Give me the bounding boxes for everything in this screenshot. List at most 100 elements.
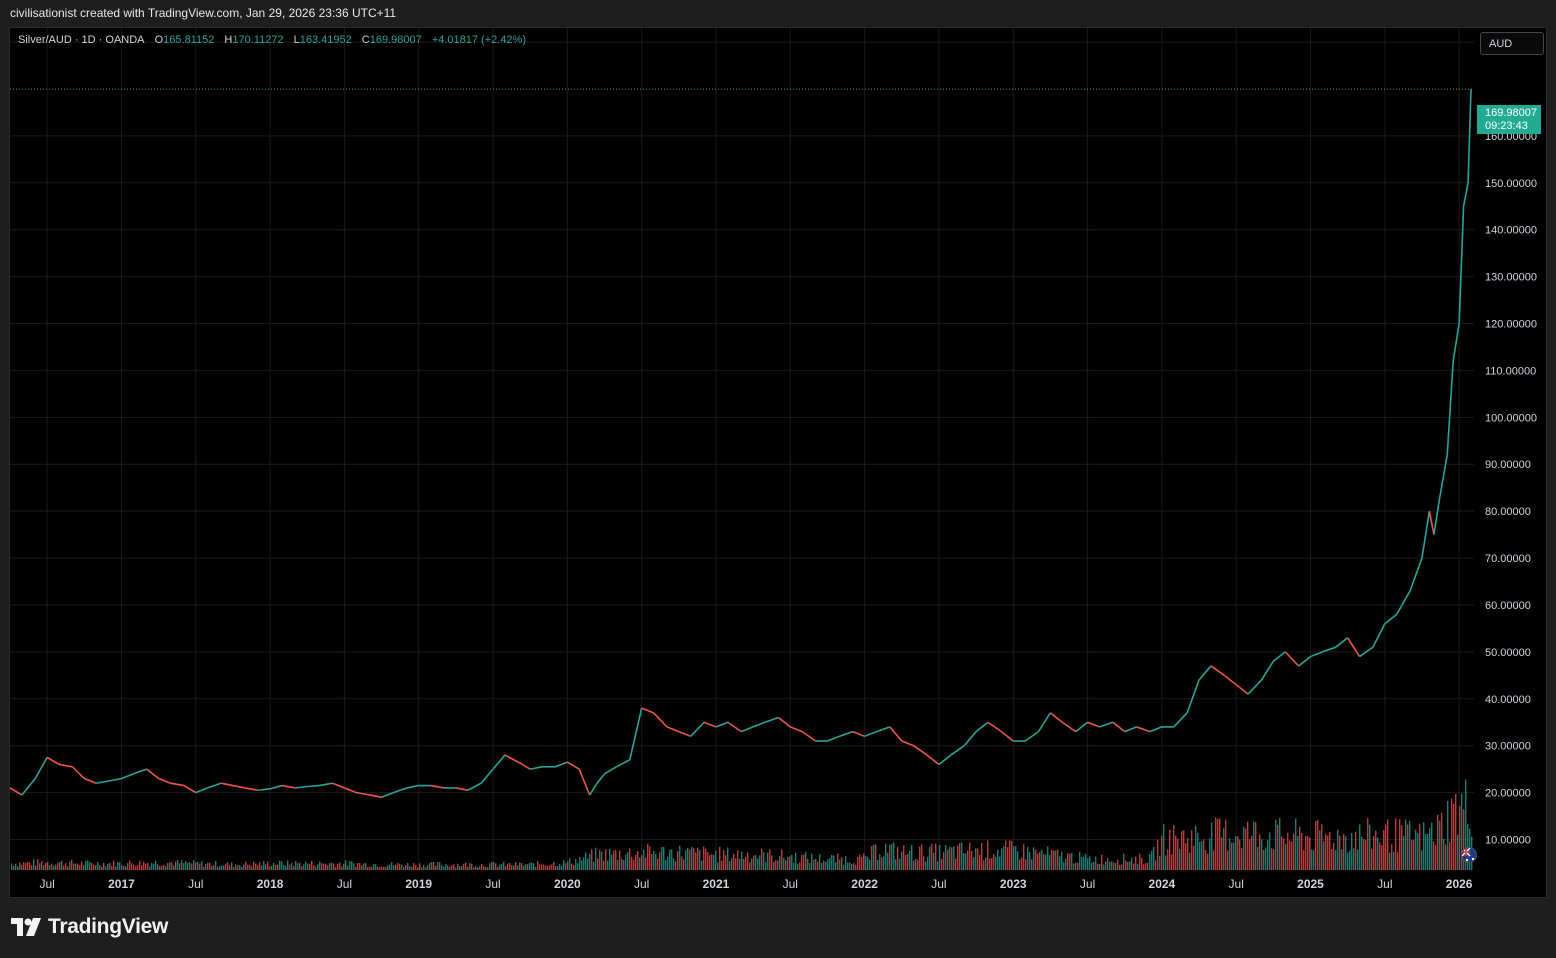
volume-bar: [631, 856, 633, 870]
volume-bar: [511, 865, 513, 870]
volume-bar: [187, 862, 189, 870]
volume-bar: [865, 856, 867, 870]
volume-bar: [1459, 805, 1461, 870]
volume-bar: [1191, 830, 1193, 870]
volume-bar: [247, 864, 249, 870]
volume-bar: [1275, 819, 1277, 870]
volume-bar: [591, 849, 593, 870]
volume-bar: [467, 866, 469, 870]
volume-bar: [427, 864, 429, 870]
volume-bar: [365, 862, 367, 870]
volume-bar: [57, 862, 59, 870]
volume-bar: [497, 866, 499, 870]
volume-bar: [1123, 853, 1125, 870]
volume-bar: [633, 859, 635, 870]
volume-bar: [255, 863, 257, 870]
volume-bar: [695, 852, 697, 870]
volume-bar: [1463, 809, 1465, 870]
volume-bar: [601, 851, 603, 870]
volume-bar: [225, 863, 227, 870]
volume-bar: [1313, 850, 1315, 870]
volume-bar: [1097, 863, 1099, 870]
volume-bar: [553, 861, 555, 870]
volume-bar: [1213, 850, 1215, 870]
volume-bar: [1145, 863, 1147, 870]
price-segment: [1428, 511, 1435, 535]
currency-button[interactable]: AUD: [1480, 32, 1544, 55]
volume-bar: [431, 861, 433, 870]
volume-bar: [155, 860, 157, 870]
volume-bar: [925, 861, 927, 870]
volume-bar: [605, 849, 607, 870]
volume-bar: [435, 865, 437, 870]
volume-bar: [895, 859, 897, 870]
volume-bar: [739, 858, 741, 870]
volume-bar: [639, 857, 641, 870]
volume-bar: [1411, 840, 1413, 870]
price-segment: [889, 726, 903, 742]
volume-bar: [297, 863, 299, 870]
volume-bar: [129, 860, 131, 870]
volume-bar: [1001, 848, 1003, 870]
volume-bar: [1007, 847, 1009, 870]
volume-bar: [1193, 845, 1195, 870]
volume-bar: [1241, 848, 1243, 870]
volume-bar: [401, 864, 403, 870]
volume-bar: [1401, 825, 1403, 870]
price-segment: [430, 784, 445, 789]
price-segment: [596, 773, 606, 784]
volume-histogram: [11, 779, 1473, 870]
volume-bar: [1119, 864, 1121, 870]
volume-bar: [93, 864, 95, 870]
volume-bar: [1371, 848, 1373, 870]
volume-bar: [1415, 829, 1417, 870]
volume-bar: [1249, 839, 1251, 870]
volume-bar: [983, 860, 985, 870]
volume-bar: [1397, 852, 1399, 870]
volume-bar: [393, 865, 395, 870]
volume-bar: [893, 842, 895, 870]
price-segment: [1099, 721, 1114, 728]
tradingview-logo[interactable]: TradingView: [11, 915, 168, 939]
volume-bar: [1269, 832, 1271, 870]
volume-bar: [993, 854, 995, 870]
time-axis-tick-label: 2024: [1149, 877, 1176, 891]
volume-bar: [271, 865, 273, 870]
price-segment: [170, 782, 185, 787]
volume-bar: [971, 850, 973, 870]
volume-bar: [1419, 823, 1421, 870]
volume-bar: [77, 863, 79, 870]
price-segment: [381, 791, 394, 799]
volume-bar: [837, 853, 839, 870]
volume-bar: [243, 864, 245, 870]
volume-bar: [175, 861, 177, 870]
volume-bar: [71, 859, 73, 870]
australia-flag-icon[interactable]: [1461, 847, 1477, 863]
volume-bar: [257, 864, 259, 870]
volume-bar: [1347, 852, 1349, 870]
volume-bar: [1281, 836, 1283, 870]
volume-bar: [697, 847, 699, 870]
volume-bar: [315, 866, 317, 870]
volume-bar: [1211, 822, 1213, 870]
volume-bar: [535, 867, 537, 870]
volume-bar: [17, 866, 19, 870]
volume-bar: [689, 849, 691, 870]
volume-bar: [185, 861, 187, 870]
volume-bar: [817, 861, 819, 870]
volume-bar: [1155, 860, 1157, 870]
volume-bar: [1163, 823, 1165, 870]
volume-bar: [803, 854, 805, 870]
volume-bar: [569, 858, 571, 870]
volume-bar: [289, 864, 291, 870]
price-segment: [1124, 726, 1137, 733]
volume-bar: [353, 863, 355, 870]
volume-bar: [975, 848, 977, 870]
chart-pane[interactable]: [9, 27, 1547, 898]
volume-bar: [27, 861, 29, 870]
volume-bar: [499, 864, 501, 870]
price-segment: [406, 784, 419, 789]
volume-bar: [1261, 839, 1263, 870]
volume-bar: [1327, 835, 1329, 870]
